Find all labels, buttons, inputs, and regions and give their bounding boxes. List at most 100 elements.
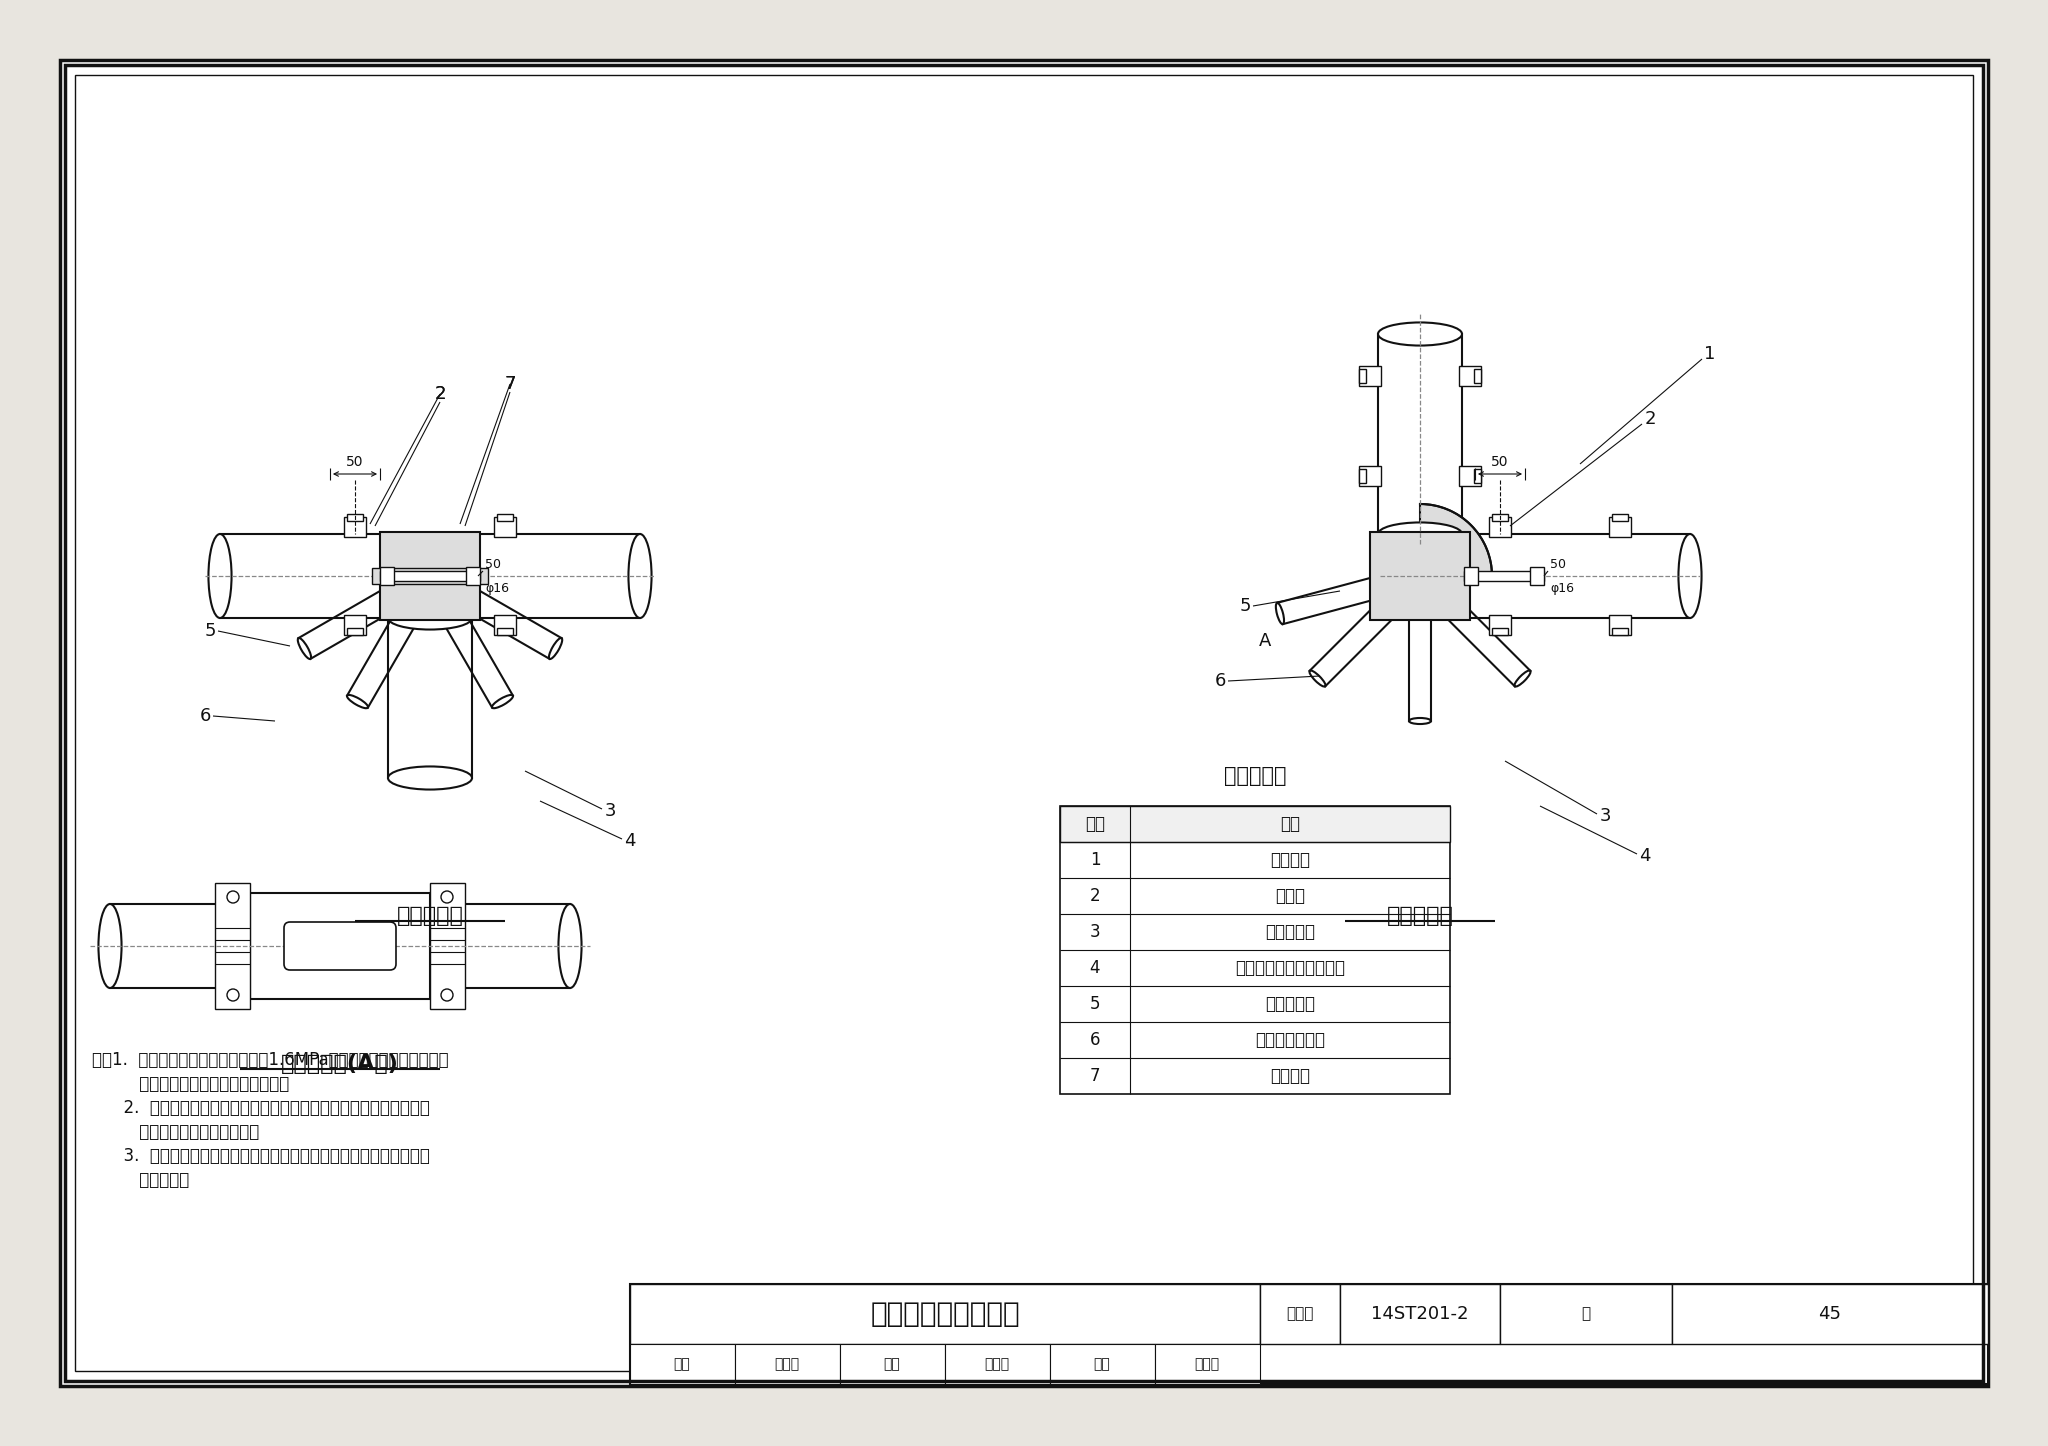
Text: 1: 1 bbox=[1090, 852, 1100, 869]
Ellipse shape bbox=[420, 570, 440, 583]
Text: 45: 45 bbox=[1819, 1304, 1841, 1323]
Bar bbox=[1610, 615, 1630, 635]
Text: 锌管道沟槽连接的三通、弯头处。: 锌管道沟槽连接的三通、弯头处。 bbox=[92, 1074, 289, 1093]
Text: 赵际顺: 赵际顺 bbox=[985, 1356, 1010, 1371]
Text: 名称: 名称 bbox=[1280, 816, 1300, 833]
Text: 3: 3 bbox=[1599, 807, 1610, 826]
Bar bbox=[381, 532, 479, 620]
Bar bbox=[1360, 366, 1380, 386]
Ellipse shape bbox=[1409, 573, 1432, 578]
Bar bbox=[1339, 1284, 1499, 1343]
Bar bbox=[344, 615, 367, 635]
Text: 沟槽弯头: 沟槽弯头 bbox=[1270, 852, 1311, 869]
Bar bbox=[735, 1343, 840, 1384]
Bar bbox=[215, 884, 250, 1009]
Wedge shape bbox=[1419, 505, 1493, 576]
Ellipse shape bbox=[297, 638, 311, 659]
Ellipse shape bbox=[1411, 568, 1427, 584]
Text: 6: 6 bbox=[199, 707, 211, 724]
Text: 50: 50 bbox=[1550, 558, 1567, 571]
Ellipse shape bbox=[440, 989, 453, 1001]
Text: 名称对照表: 名称对照表 bbox=[1225, 766, 1286, 787]
Text: 韦瑞敏: 韦瑞敏 bbox=[1194, 1356, 1219, 1371]
Bar bbox=[631, 1343, 735, 1384]
Ellipse shape bbox=[98, 904, 121, 988]
Text: 校对: 校对 bbox=[883, 1356, 901, 1371]
Ellipse shape bbox=[559, 904, 582, 988]
Text: 图集号: 图集号 bbox=[1286, 1307, 1313, 1322]
Ellipse shape bbox=[227, 989, 240, 1001]
Text: 弯头处安装: 弯头处安装 bbox=[1386, 907, 1454, 925]
Bar bbox=[1489, 518, 1511, 536]
Bar bbox=[1370, 532, 1470, 620]
Ellipse shape bbox=[424, 565, 436, 587]
Text: 编号: 编号 bbox=[1085, 816, 1106, 833]
Ellipse shape bbox=[1679, 534, 1702, 617]
Text: 4: 4 bbox=[1090, 959, 1100, 977]
FancyBboxPatch shape bbox=[285, 923, 395, 970]
Text: 防脱器紧固螺杆（配套）: 防脱器紧固螺杆（配套） bbox=[1235, 959, 1346, 977]
Text: 7: 7 bbox=[1090, 1067, 1100, 1084]
Text: 5: 5 bbox=[205, 622, 215, 641]
Text: 2: 2 bbox=[434, 385, 446, 403]
Text: 管道弯头防脱器安装: 管道弯头防脱器安装 bbox=[870, 1300, 1020, 1327]
Bar bbox=[250, 894, 430, 999]
Text: 14ST201-2: 14ST201-2 bbox=[1372, 1304, 1468, 1323]
Bar bbox=[1493, 513, 1507, 521]
Text: 通、弯头处的镀锌管道上。: 通、弯头处的镀锌管道上。 bbox=[92, 1124, 260, 1141]
Text: 防脱器附件: 防脱器附件 bbox=[1266, 923, 1315, 941]
Text: 2.  弯头防脱器应直接安装紧固在给水与消防系统中的沟槽连接的三: 2. 弯头防脱器应直接安装紧固在给水与消防系统中的沟槽连接的三 bbox=[92, 1099, 430, 1116]
Bar bbox=[1260, 1284, 1339, 1343]
Text: 沟槽三通: 沟槽三通 bbox=[1270, 1067, 1311, 1084]
Bar bbox=[1061, 805, 1450, 842]
Bar bbox=[498, 628, 512, 635]
Bar bbox=[631, 1284, 1989, 1384]
Bar bbox=[1464, 567, 1479, 586]
Bar bbox=[1493, 628, 1507, 635]
Bar bbox=[1489, 615, 1511, 635]
Text: 审核: 审核 bbox=[674, 1356, 690, 1371]
Bar bbox=[76, 75, 1972, 1371]
Ellipse shape bbox=[424, 565, 436, 587]
Bar bbox=[631, 1284, 1260, 1343]
Bar bbox=[373, 568, 487, 584]
Ellipse shape bbox=[549, 638, 563, 659]
Text: 5: 5 bbox=[1239, 597, 1251, 615]
Text: 弯头防脱器主架: 弯头防脱器主架 bbox=[1255, 1031, 1325, 1048]
Text: 3.  弯头防脱器能防止沟槽连接的三通、弯头处受力不均产生的管道: 3. 弯头防脱器能防止沟槽连接的三通、弯头处受力不均产生的管道 bbox=[92, 1147, 430, 1165]
Text: 沟槽件: 沟槽件 bbox=[1276, 886, 1305, 905]
Text: 3: 3 bbox=[1090, 923, 1100, 941]
Ellipse shape bbox=[1378, 534, 1401, 617]
Bar bbox=[840, 1343, 944, 1384]
Text: 页: 页 bbox=[1581, 1307, 1591, 1322]
Text: 张先群: 张先群 bbox=[774, 1356, 799, 1371]
Bar bbox=[1612, 628, 1628, 635]
Ellipse shape bbox=[1378, 322, 1462, 346]
Text: 7: 7 bbox=[504, 375, 516, 393]
Bar bbox=[944, 1343, 1051, 1384]
Text: 2: 2 bbox=[434, 385, 446, 403]
Ellipse shape bbox=[1309, 671, 1325, 687]
Bar bbox=[1464, 571, 1544, 581]
Text: 注：1.  弯头防脱器适用于压力不大于1.6MPa的地铁给水与消防系统中镀: 注：1. 弯头防脱器适用于压力不大于1.6MPa的地铁给水与消防系统中镀 bbox=[92, 1051, 449, 1069]
Text: φ16: φ16 bbox=[485, 581, 510, 594]
Bar bbox=[494, 615, 516, 635]
Ellipse shape bbox=[209, 534, 231, 617]
Bar bbox=[1499, 1284, 1671, 1343]
Ellipse shape bbox=[420, 570, 440, 583]
Text: 变形漏水。: 变形漏水。 bbox=[92, 1171, 188, 1189]
Ellipse shape bbox=[1276, 603, 1284, 625]
Bar bbox=[381, 571, 479, 581]
Ellipse shape bbox=[1378, 522, 1462, 545]
Ellipse shape bbox=[1411, 568, 1427, 584]
Bar bbox=[1530, 567, 1544, 586]
Bar bbox=[346, 513, 362, 521]
Bar bbox=[346, 628, 362, 635]
Text: 2: 2 bbox=[1645, 411, 1655, 428]
Text: A: A bbox=[1260, 632, 1272, 651]
Ellipse shape bbox=[1415, 565, 1423, 587]
Ellipse shape bbox=[629, 534, 651, 617]
Bar bbox=[1051, 1343, 1155, 1384]
Bar bbox=[498, 513, 512, 521]
Text: 50: 50 bbox=[346, 455, 365, 469]
